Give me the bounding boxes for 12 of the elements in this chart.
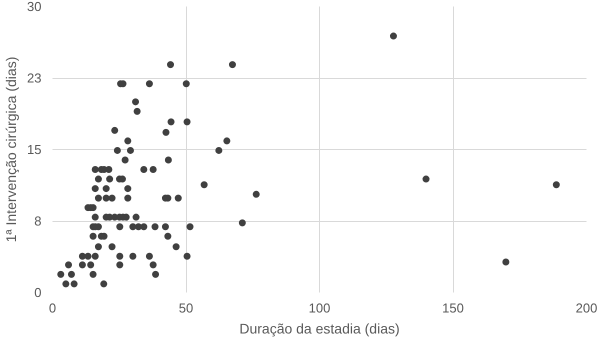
x-tick-label: 50 [178, 300, 194, 316]
y-axis-title: 1ª Intervenção cirúrgica (dias) [3, 56, 20, 242]
y-tick-label: 0 [34, 285, 42, 300]
x-tick-label: 100 [308, 300, 330, 316]
y-tick-label: 30 [27, 0, 42, 14]
y-tick-label: 15 [27, 142, 42, 157]
x-tick-label: 0 [48, 300, 56, 316]
y-tick-label: 8 [34, 214, 42, 228]
x-tick-label: 150 [442, 300, 464, 316]
x-tick-label: 200 [576, 300, 598, 316]
x-axis-title: Duração da estadia (dias) [239, 320, 400, 336]
y-tick-label: 23 [27, 70, 42, 86]
